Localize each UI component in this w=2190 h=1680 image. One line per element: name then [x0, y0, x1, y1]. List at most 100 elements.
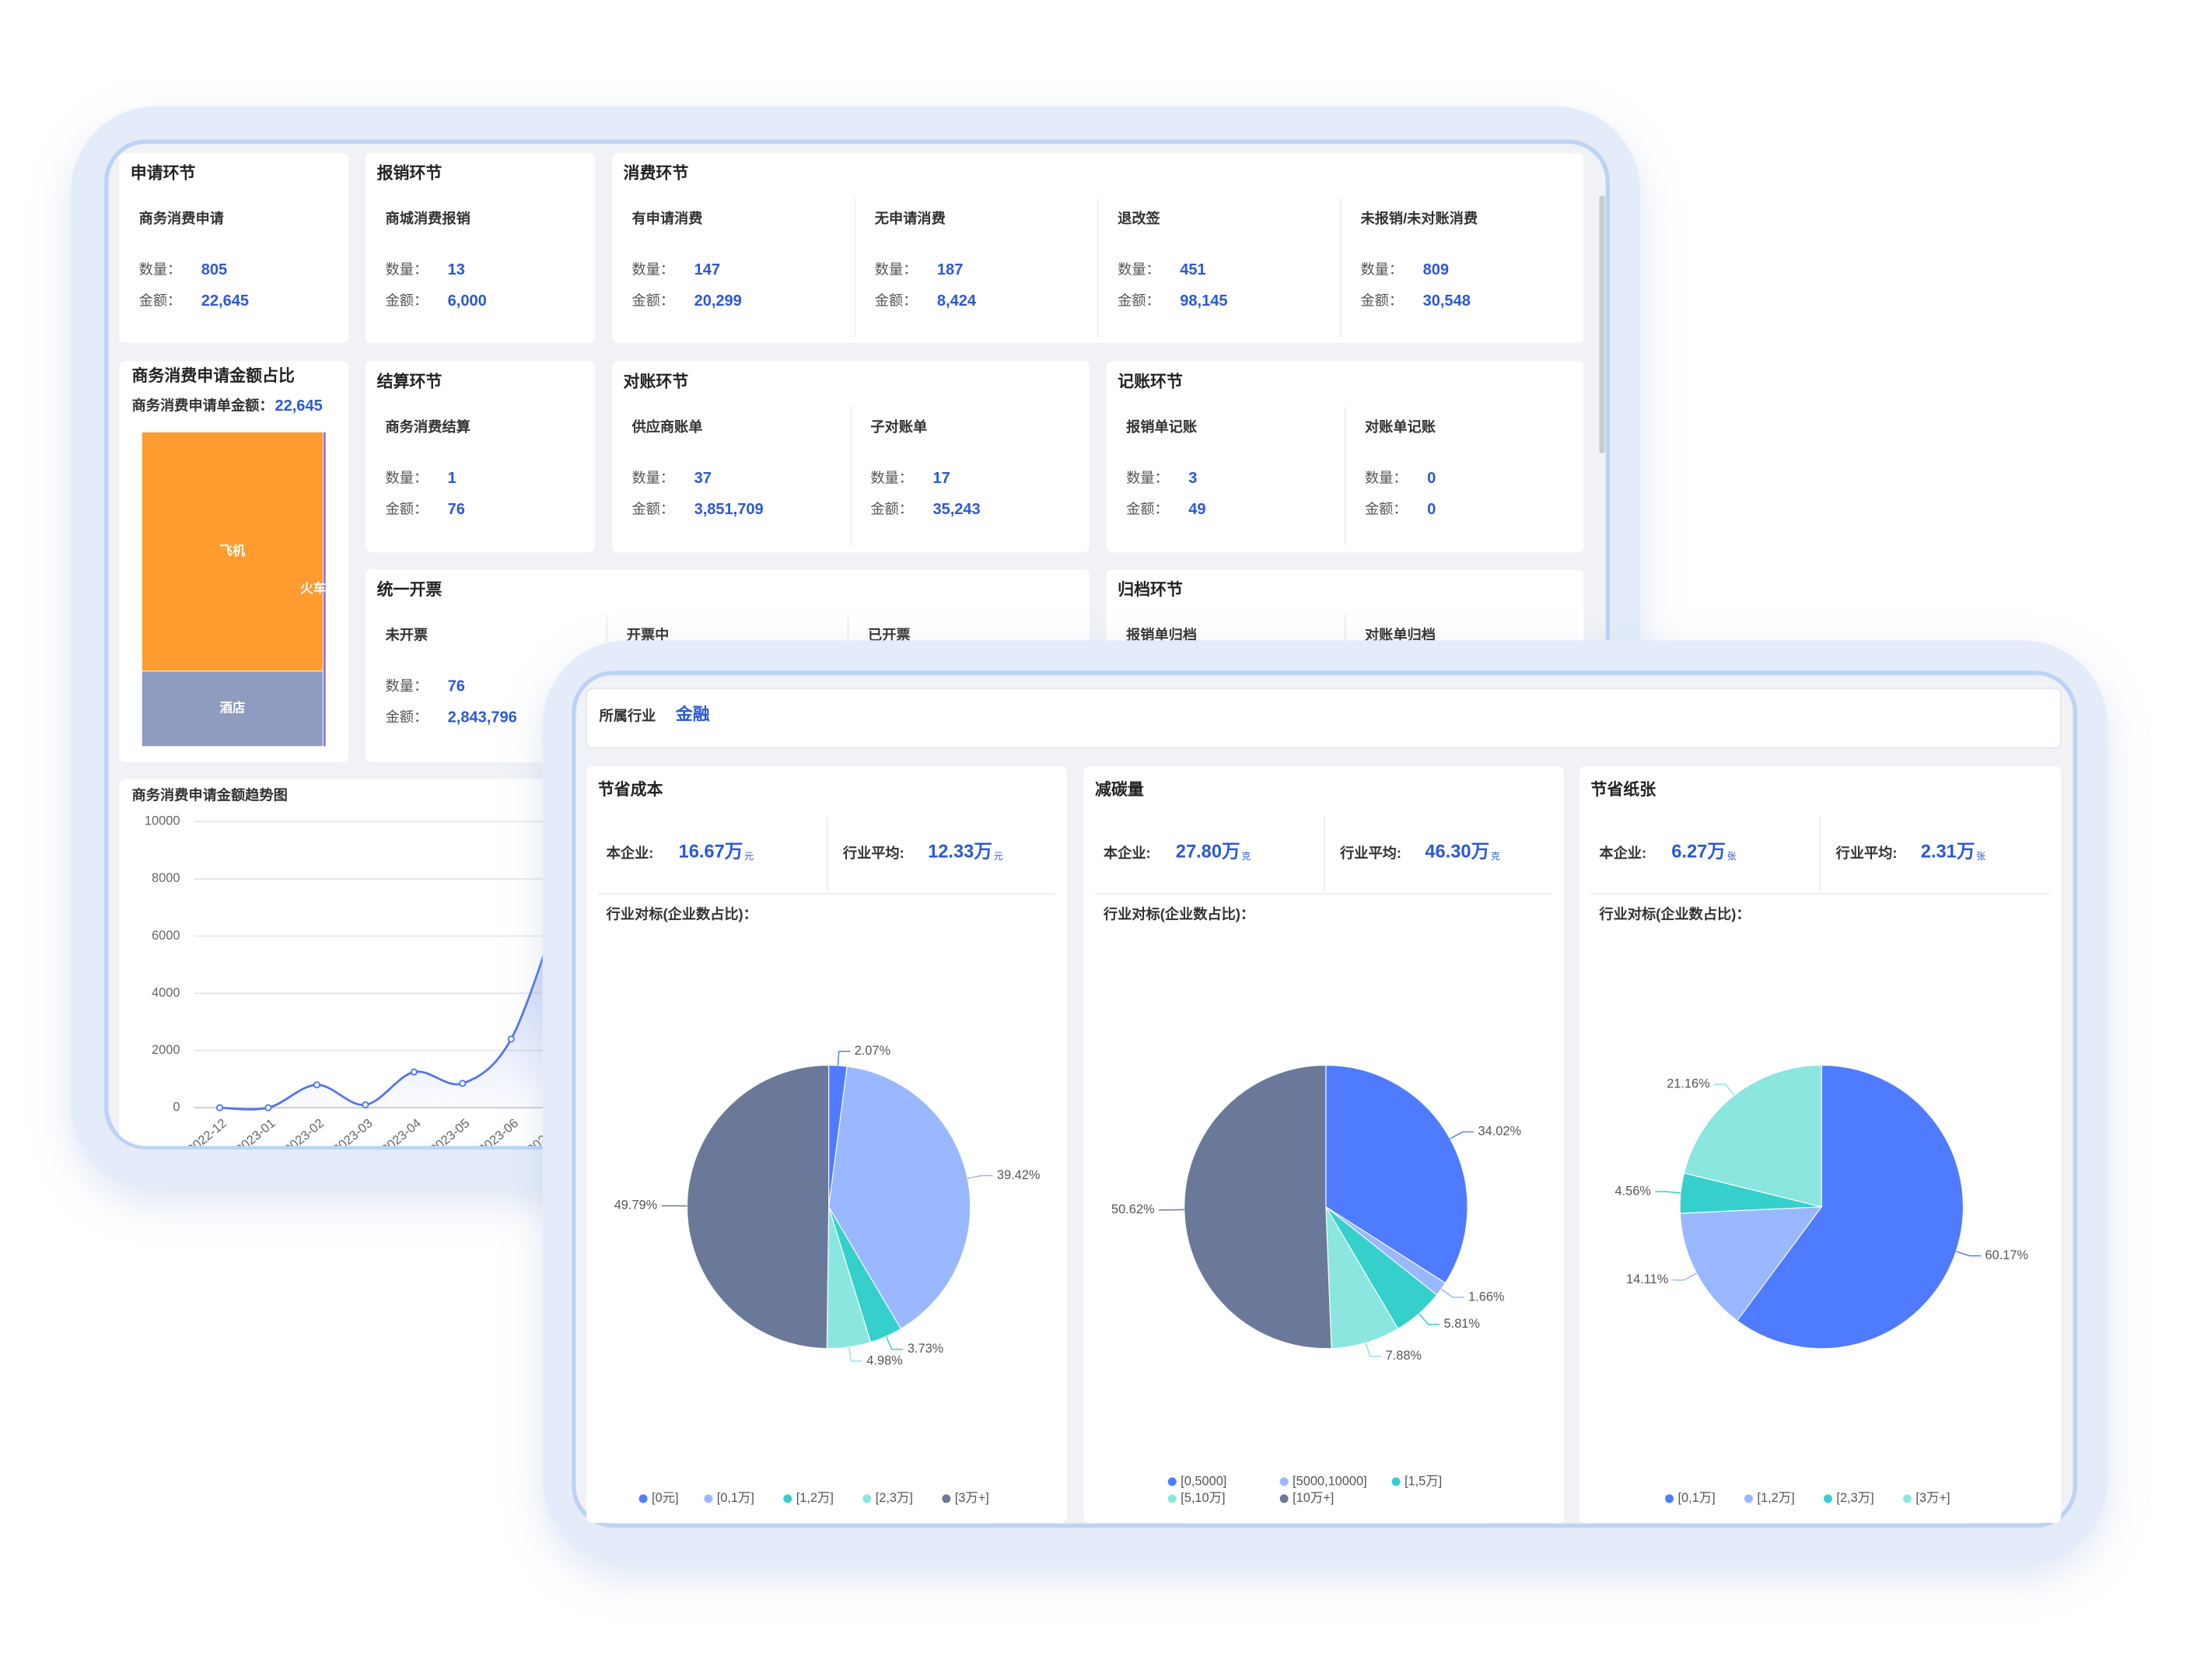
legend-dot [1744, 1494, 1753, 1503]
amount-label: 金额： [386, 709, 429, 725]
own-unit: 元 [744, 851, 754, 862]
item-name: 无申请消费 [875, 210, 946, 226]
item-name: 未开票 [386, 627, 429, 643]
item-name: 子对账单 [870, 418, 927, 435]
card-title: 节省成本 [598, 780, 663, 799]
ratio-title: 商务消费申请金额占比 [132, 366, 295, 385]
pie-label: 50.62% [1111, 1202, 1155, 1216]
amount-value: 0 [1427, 501, 1436, 518]
legend-label: [0元] [652, 1491, 679, 1505]
count-label: 数量： [631, 262, 674, 278]
legend-label: [1,2万] [796, 1491, 834, 1505]
legend-label: [0,5000] [1181, 1474, 1226, 1488]
leader-line [1450, 1131, 1475, 1139]
amount-label: 金额： [1360, 293, 1403, 309]
amount-value: 2,843,796 [448, 709, 517, 726]
scrollbar [1599, 195, 1605, 453]
legend-label: [5,10万] [1181, 1491, 1225, 1505]
section-title: 统一开票 [377, 580, 443, 599]
own-label: 本企业: [1599, 845, 1646, 861]
treemap-cell [322, 432, 327, 747]
legend-dot [1279, 1494, 1289, 1503]
y-tick-label: 2000 [152, 1043, 180, 1057]
pie-label: 14.11% [1626, 1272, 1668, 1286]
pie-label: 34.02% [1478, 1125, 1522, 1139]
card-title: 节省纸张 [1590, 780, 1656, 799]
pie-slice [1679, 1206, 1823, 1321]
legend-label: [2,3万] [1836, 1491, 1873, 1505]
amount-label: 金额： [1126, 501, 1169, 516]
amount-label: 金额： [139, 293, 182, 309]
leader-line [1655, 1191, 1681, 1194]
count-label: 数量： [386, 262, 429, 278]
section-title: 记账环节 [1118, 372, 1183, 390]
treemap-label: 酒店 [219, 701, 245, 716]
legend-dot [1167, 1494, 1177, 1503]
legend-dot [1167, 1477, 1177, 1486]
pie-label: 39.42% [997, 1168, 1041, 1182]
amount-label: 金额： [386, 501, 429, 516]
item-name: 对账单归档 [1365, 627, 1436, 643]
line-point [410, 1068, 418, 1076]
chart-title: 商务消费申请金额趋势图 [132, 786, 288, 803]
count-value: 451 [1180, 261, 1205, 278]
section-title: 结算环节 [377, 372, 443, 390]
y-tick-label: 10000 [145, 814, 180, 828]
line-point [215, 1104, 224, 1111]
section-title: 报销环节 [377, 164, 443, 183]
line-point [459, 1080, 467, 1087]
pie-label: 7.88% [1386, 1349, 1422, 1363]
legend-dot [1824, 1494, 1832, 1503]
avg-label: 行业平均: [1339, 845, 1401, 861]
pie-slice [1325, 1065, 1468, 1284]
pie-slice [1736, 1065, 1964, 1349]
ratio-total-label: 商务消费申请单金额： [132, 397, 274, 414]
front-content: 所属行业 金融节省成本本企业: 16.67万元行业平均: 12.33万 元行业对标(企业… [586, 688, 2062, 1523]
pie-label: 60.17% [1985, 1248, 2029, 1262]
card-title: 减碳量 [1095, 780, 1144, 799]
legend-label: [3万+] [955, 1491, 989, 1505]
card [366, 361, 596, 553]
count-label: 数量： [631, 470, 674, 485]
avg-value: 2.31万 [1921, 842, 1975, 863]
item-name: 商城消费报销 [386, 210, 471, 226]
avg-unit: 张 [1976, 851, 1985, 862]
count-value: 147 [694, 261, 720, 278]
amount-value: 22,645 [201, 292, 249, 310]
pie-label: 3.73% [908, 1342, 943, 1356]
amount-value: 35,243 [932, 501, 980, 518]
treemap-label: 火车 [300, 581, 326, 596]
benchmark-label: 行业对标(企业数占比)： [606, 905, 757, 922]
amount-value: 20,299 [694, 292, 742, 310]
amount-label: 金额： [1118, 293, 1160, 309]
amount-label: 金额： [631, 293, 674, 309]
own-value: 16.67万 [679, 842, 743, 863]
own-value: 27.80万 [1176, 842, 1240, 863]
pie-label: 49.79% [614, 1199, 658, 1213]
legend-dot [783, 1494, 792, 1503]
card [119, 152, 349, 343]
pie-label: 21.16% [1667, 1076, 1710, 1090]
amount-value: 8,424 [937, 292, 977, 310]
line-series [219, 907, 561, 1111]
benchmark-label: 行业对标(企业数占比)： [1103, 905, 1254, 922]
card [366, 152, 596, 343]
count-label: 数量： [1126, 470, 1169, 485]
legend-label: [10万+] [1293, 1491, 1334, 1505]
amount-label: 金额： [1365, 501, 1408, 516]
pie-label: 1.66% [1468, 1290, 1504, 1304]
own-unit: 克 [1241, 851, 1251, 862]
amount-value: 98,145 [1180, 292, 1227, 310]
amount-label: 金额： [631, 501, 674, 516]
legend-dot [638, 1494, 648, 1503]
leader-line [885, 1335, 904, 1350]
amount-label: 金额： [870, 501, 913, 516]
legend-label: [0,1万] [1677, 1491, 1715, 1505]
leader-line [967, 1174, 993, 1179]
legend-label: [3万+] [1915, 1491, 1950, 1505]
legend-label: [1,5万] [1405, 1474, 1442, 1488]
section-title: 申请环节 [131, 164, 196, 183]
count-value: 809 [1423, 261, 1449, 278]
item-name: 开票中 [627, 627, 670, 643]
